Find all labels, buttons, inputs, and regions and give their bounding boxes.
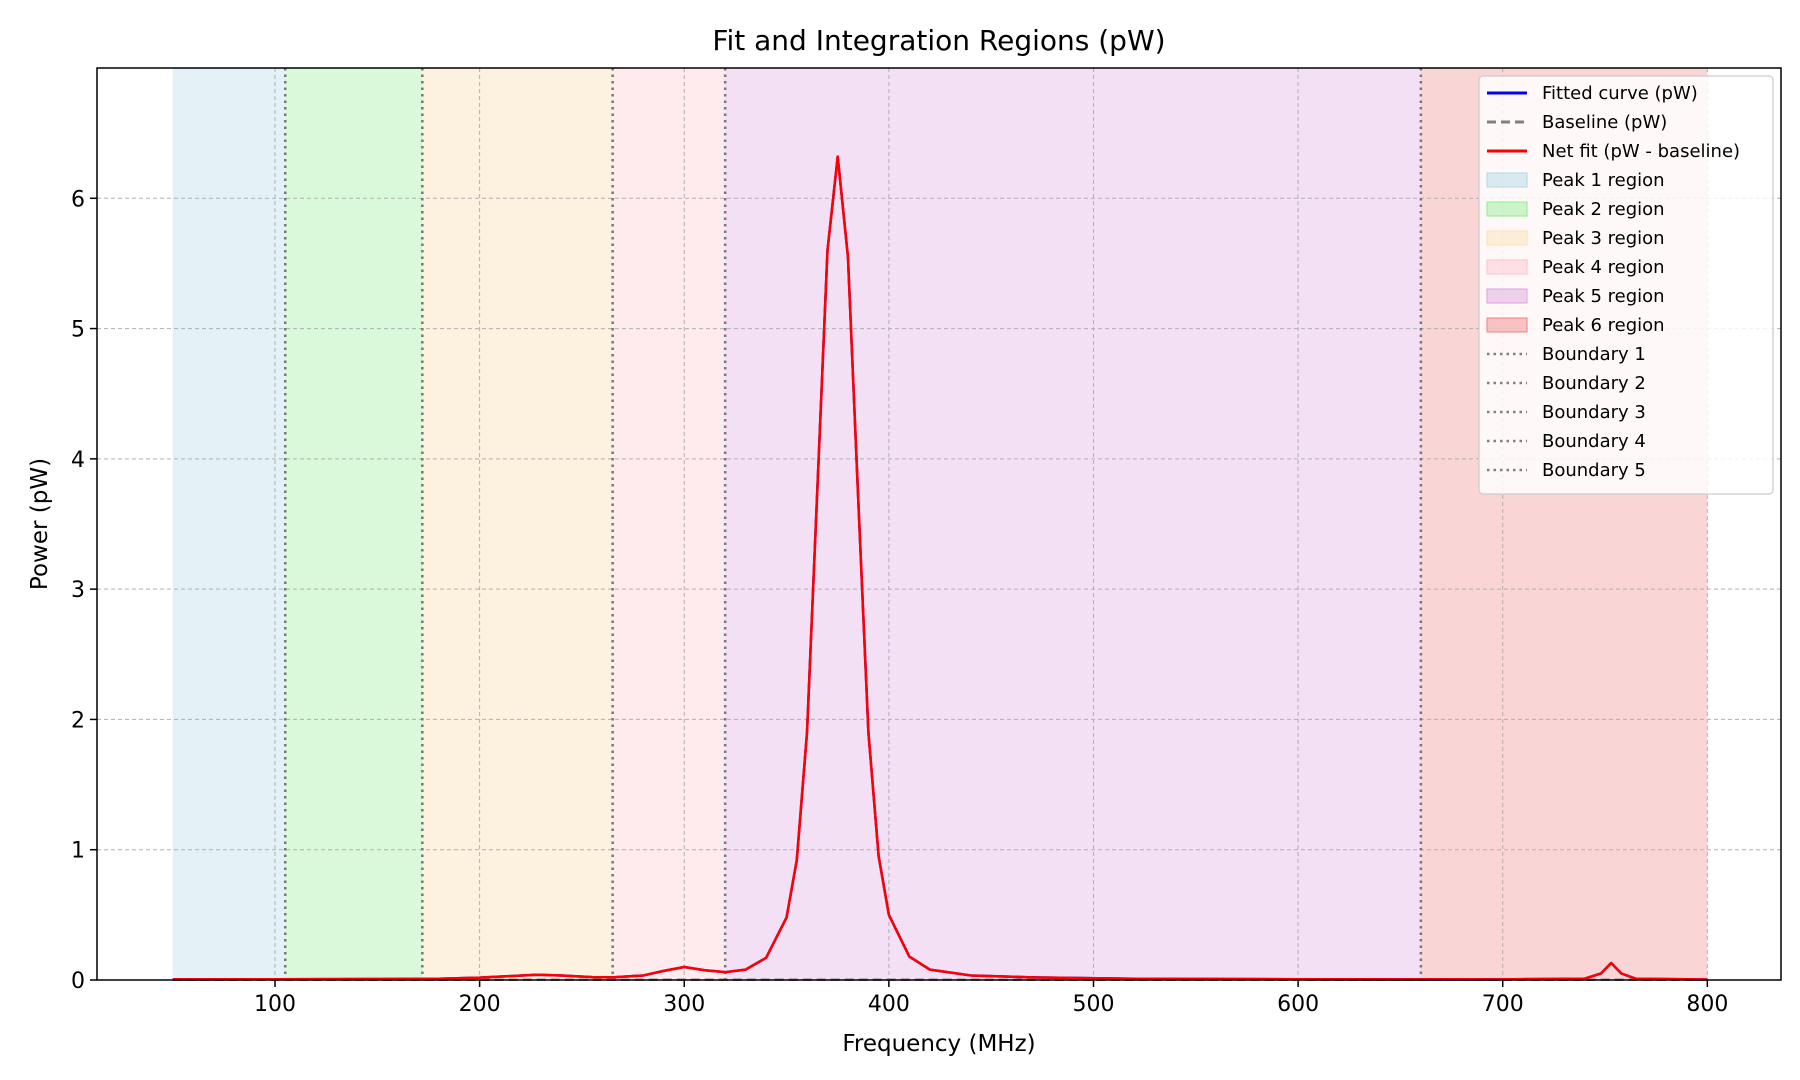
y-tick-label: 6: [71, 187, 85, 212]
legend-label: Peak 1 region: [1542, 170, 1665, 191]
legend-swatch: [1486, 172, 1528, 188]
peak-3-region: [422, 68, 613, 980]
y-tick-label: 0: [71, 969, 85, 994]
boundary-layer: [283, 68, 1423, 980]
legend: Fitted curve (pW) Baseline (pW) Net fit (p…: [1478, 75, 1774, 495]
legend-box: [1478, 75, 1774, 495]
legend-label: Boundary 1: [1542, 344, 1646, 365]
y-tick-label: 5: [71, 318, 85, 343]
y-tick-label: 3: [71, 578, 85, 603]
x-tick-label: 600: [1277, 992, 1319, 1017]
peak-5-region: [725, 68, 1421, 980]
peak-4-region: [612, 68, 726, 980]
legend-label: Peak 2 region: [1542, 199, 1665, 220]
legend-label: Net fit (pW - baseline): [1542, 141, 1740, 162]
legend-label: Fitted curve (pW): [1542, 83, 1698, 104]
peak-2-region: [285, 68, 423, 980]
legend-label: Boundary 3: [1542, 402, 1646, 423]
x-tick-label: 800: [1686, 992, 1728, 1017]
x-tick-label: 300: [663, 992, 705, 1017]
legend-label: Boundary 4: [1542, 431, 1646, 452]
legend-label: Peak 5 region: [1542, 286, 1665, 307]
x-tick-label: 100: [254, 992, 296, 1017]
y-tick-label: 1: [71, 839, 85, 864]
x-tick-label: 700: [1482, 992, 1524, 1017]
legend-label: Peak 4 region: [1542, 257, 1665, 278]
legend-swatch: [1486, 317, 1528, 333]
legend-swatch: [1486, 288, 1528, 304]
legend-swatch: [1486, 230, 1528, 246]
x-tick-label: 200: [459, 992, 501, 1017]
x-axis-ticks: 100 200 300 400 500 600 700 800: [254, 980, 1728, 1017]
y-tick-label: 4: [71, 448, 85, 473]
peak-1-region: [172, 68, 286, 980]
legend-label: Boundary 5: [1542, 460, 1646, 481]
legend-swatch: [1486, 201, 1528, 217]
x-axis-label: Frequency (MHz): [842, 1031, 1035, 1057]
x-tick-label: 400: [868, 992, 910, 1017]
region-layer: [172, 68, 1708, 980]
legend-swatch: [1486, 259, 1528, 275]
grid-layer: [97, 68, 1781, 981]
chart-title: Fit and Integration Regions (pW): [712, 24, 1165, 57]
legend-label: Baseline (pW): [1542, 112, 1667, 133]
y-tick-label: 2: [71, 708, 85, 733]
y-axis-label: Power (pW): [27, 458, 53, 590]
plot-frame: [96, 67, 1782, 981]
legend-label: Boundary 2: [1542, 373, 1646, 394]
y-axis-ticks: 0 1 2 3 4 5 6: [71, 187, 97, 994]
legend-label: Peak 3 region: [1542, 228, 1665, 249]
legend-label: Peak 6 region: [1542, 315, 1665, 336]
x-tick-label: 500: [1072, 992, 1114, 1017]
